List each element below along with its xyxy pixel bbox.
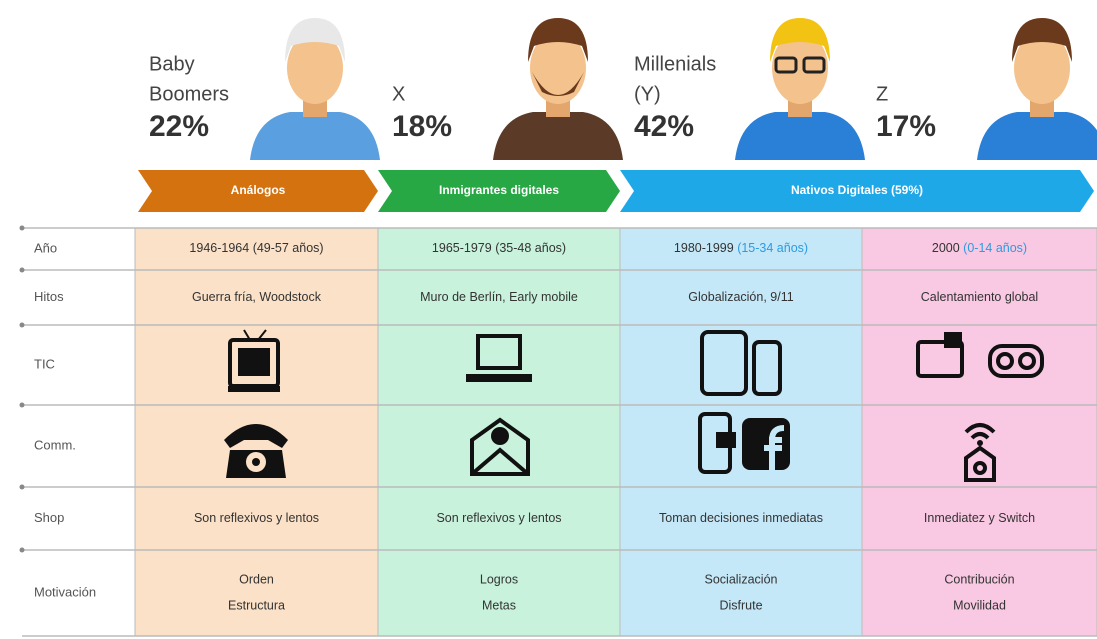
generation-percent: 17% xyxy=(876,110,936,143)
row-label: Año xyxy=(34,240,57,255)
avatar-body xyxy=(493,112,623,160)
shop-cell: Toman decisiones inmediatas xyxy=(659,511,823,525)
year-cell: 2000 (0-14 años) xyxy=(932,241,1027,255)
tv-icon xyxy=(228,329,280,392)
tablet-phone-icon xyxy=(700,330,782,396)
milestones-cell: Calentamiento global xyxy=(921,290,1038,304)
row-label: Shop xyxy=(34,510,64,525)
avatar-body xyxy=(735,112,865,160)
avatar-hair xyxy=(1012,18,1072,62)
ages: (15-34 años) xyxy=(737,241,808,255)
row-label: Motivación xyxy=(34,584,96,599)
era-arrow xyxy=(620,170,1094,212)
year-cell: 1946-1964 (49-57 años) xyxy=(189,241,323,255)
row-marker xyxy=(19,322,25,328)
phone-icon xyxy=(224,424,288,478)
era-label: Inmigrantes digitales xyxy=(439,183,559,197)
email-icon xyxy=(470,417,530,476)
ages: (35-48 años) xyxy=(495,241,566,255)
generation-percent: 22% xyxy=(149,110,209,143)
motivation-cell: Contribución xyxy=(944,572,1014,586)
row-marker xyxy=(19,547,25,553)
era-label: Nativos Digitales (59%) xyxy=(791,183,923,197)
era-arrow xyxy=(138,170,378,212)
avatar-hair xyxy=(528,18,588,62)
avatar-face xyxy=(1014,32,1070,104)
vr-3d-icon xyxy=(916,332,1044,378)
ages: (0-14 años) xyxy=(963,241,1027,255)
motivation-cell: Disfrute xyxy=(719,598,762,612)
generation-name: Baby xyxy=(149,53,195,75)
year-cell: 1965-1979 (35-48 años) xyxy=(432,241,566,255)
motivation-cell: Estructura xyxy=(228,598,285,612)
milestones-cell: Globalización, 9/11 xyxy=(688,290,793,304)
motivation-cell: Movilidad xyxy=(953,598,1006,612)
generation-percent: 18% xyxy=(392,110,452,143)
social-icon xyxy=(698,412,790,474)
years: 1980-1999 xyxy=(674,241,734,255)
avatar-hair xyxy=(285,18,345,62)
ages: (49-57 años) xyxy=(253,241,324,255)
generation-name: Z xyxy=(876,83,888,105)
row-label: Hitos xyxy=(34,289,64,304)
generation-name: Boomers xyxy=(149,83,229,105)
avatar-hair xyxy=(770,18,830,62)
year-cell: 1980-1999 (15-34 años) xyxy=(674,241,808,255)
iot-icon xyxy=(964,423,996,482)
avatar-face xyxy=(530,32,586,104)
years: 1946-1964 xyxy=(189,241,249,255)
shop-cell: Son reflexivos y lentos xyxy=(194,511,319,525)
avatar-body xyxy=(250,112,380,160)
generation-name: (Y) xyxy=(634,83,661,105)
motivation-cell: Metas xyxy=(482,598,516,612)
avatar-face xyxy=(287,32,343,104)
milestones-cell: Guerra fría, Woodstock xyxy=(192,290,322,304)
avatar-glasses xyxy=(802,56,826,74)
avatar-face xyxy=(772,32,828,104)
row-label: Comm. xyxy=(34,437,76,452)
avatar-glasses xyxy=(774,56,798,74)
motivation-cell: Logros xyxy=(480,572,518,586)
avatar-beard xyxy=(532,72,584,96)
era-label: Análogos xyxy=(231,183,286,197)
generation-name: Millenials xyxy=(634,53,716,75)
shop-cell: Son reflexivos y lentos xyxy=(436,511,561,525)
motivation-cell: Orden xyxy=(239,572,274,586)
shop-cell: Inmediatez y Switch xyxy=(924,511,1035,525)
milestones-cell: Muro de Berlín, Early mobile xyxy=(420,290,578,304)
laptop-icon xyxy=(466,334,532,382)
generation-name: X xyxy=(392,83,405,105)
years: 1965-1979 xyxy=(432,241,492,255)
avatar-body xyxy=(977,112,1097,160)
row-marker xyxy=(19,267,25,273)
row-marker xyxy=(19,225,25,231)
row-marker xyxy=(19,484,25,490)
era-arrow xyxy=(378,170,620,212)
years: 2000 xyxy=(932,241,960,255)
generation-percent: 42% xyxy=(634,110,694,143)
motivation-cell: Socialización xyxy=(705,572,778,586)
icons xyxy=(224,329,1044,482)
row-label: TIC xyxy=(34,356,55,371)
row-marker xyxy=(19,402,25,408)
